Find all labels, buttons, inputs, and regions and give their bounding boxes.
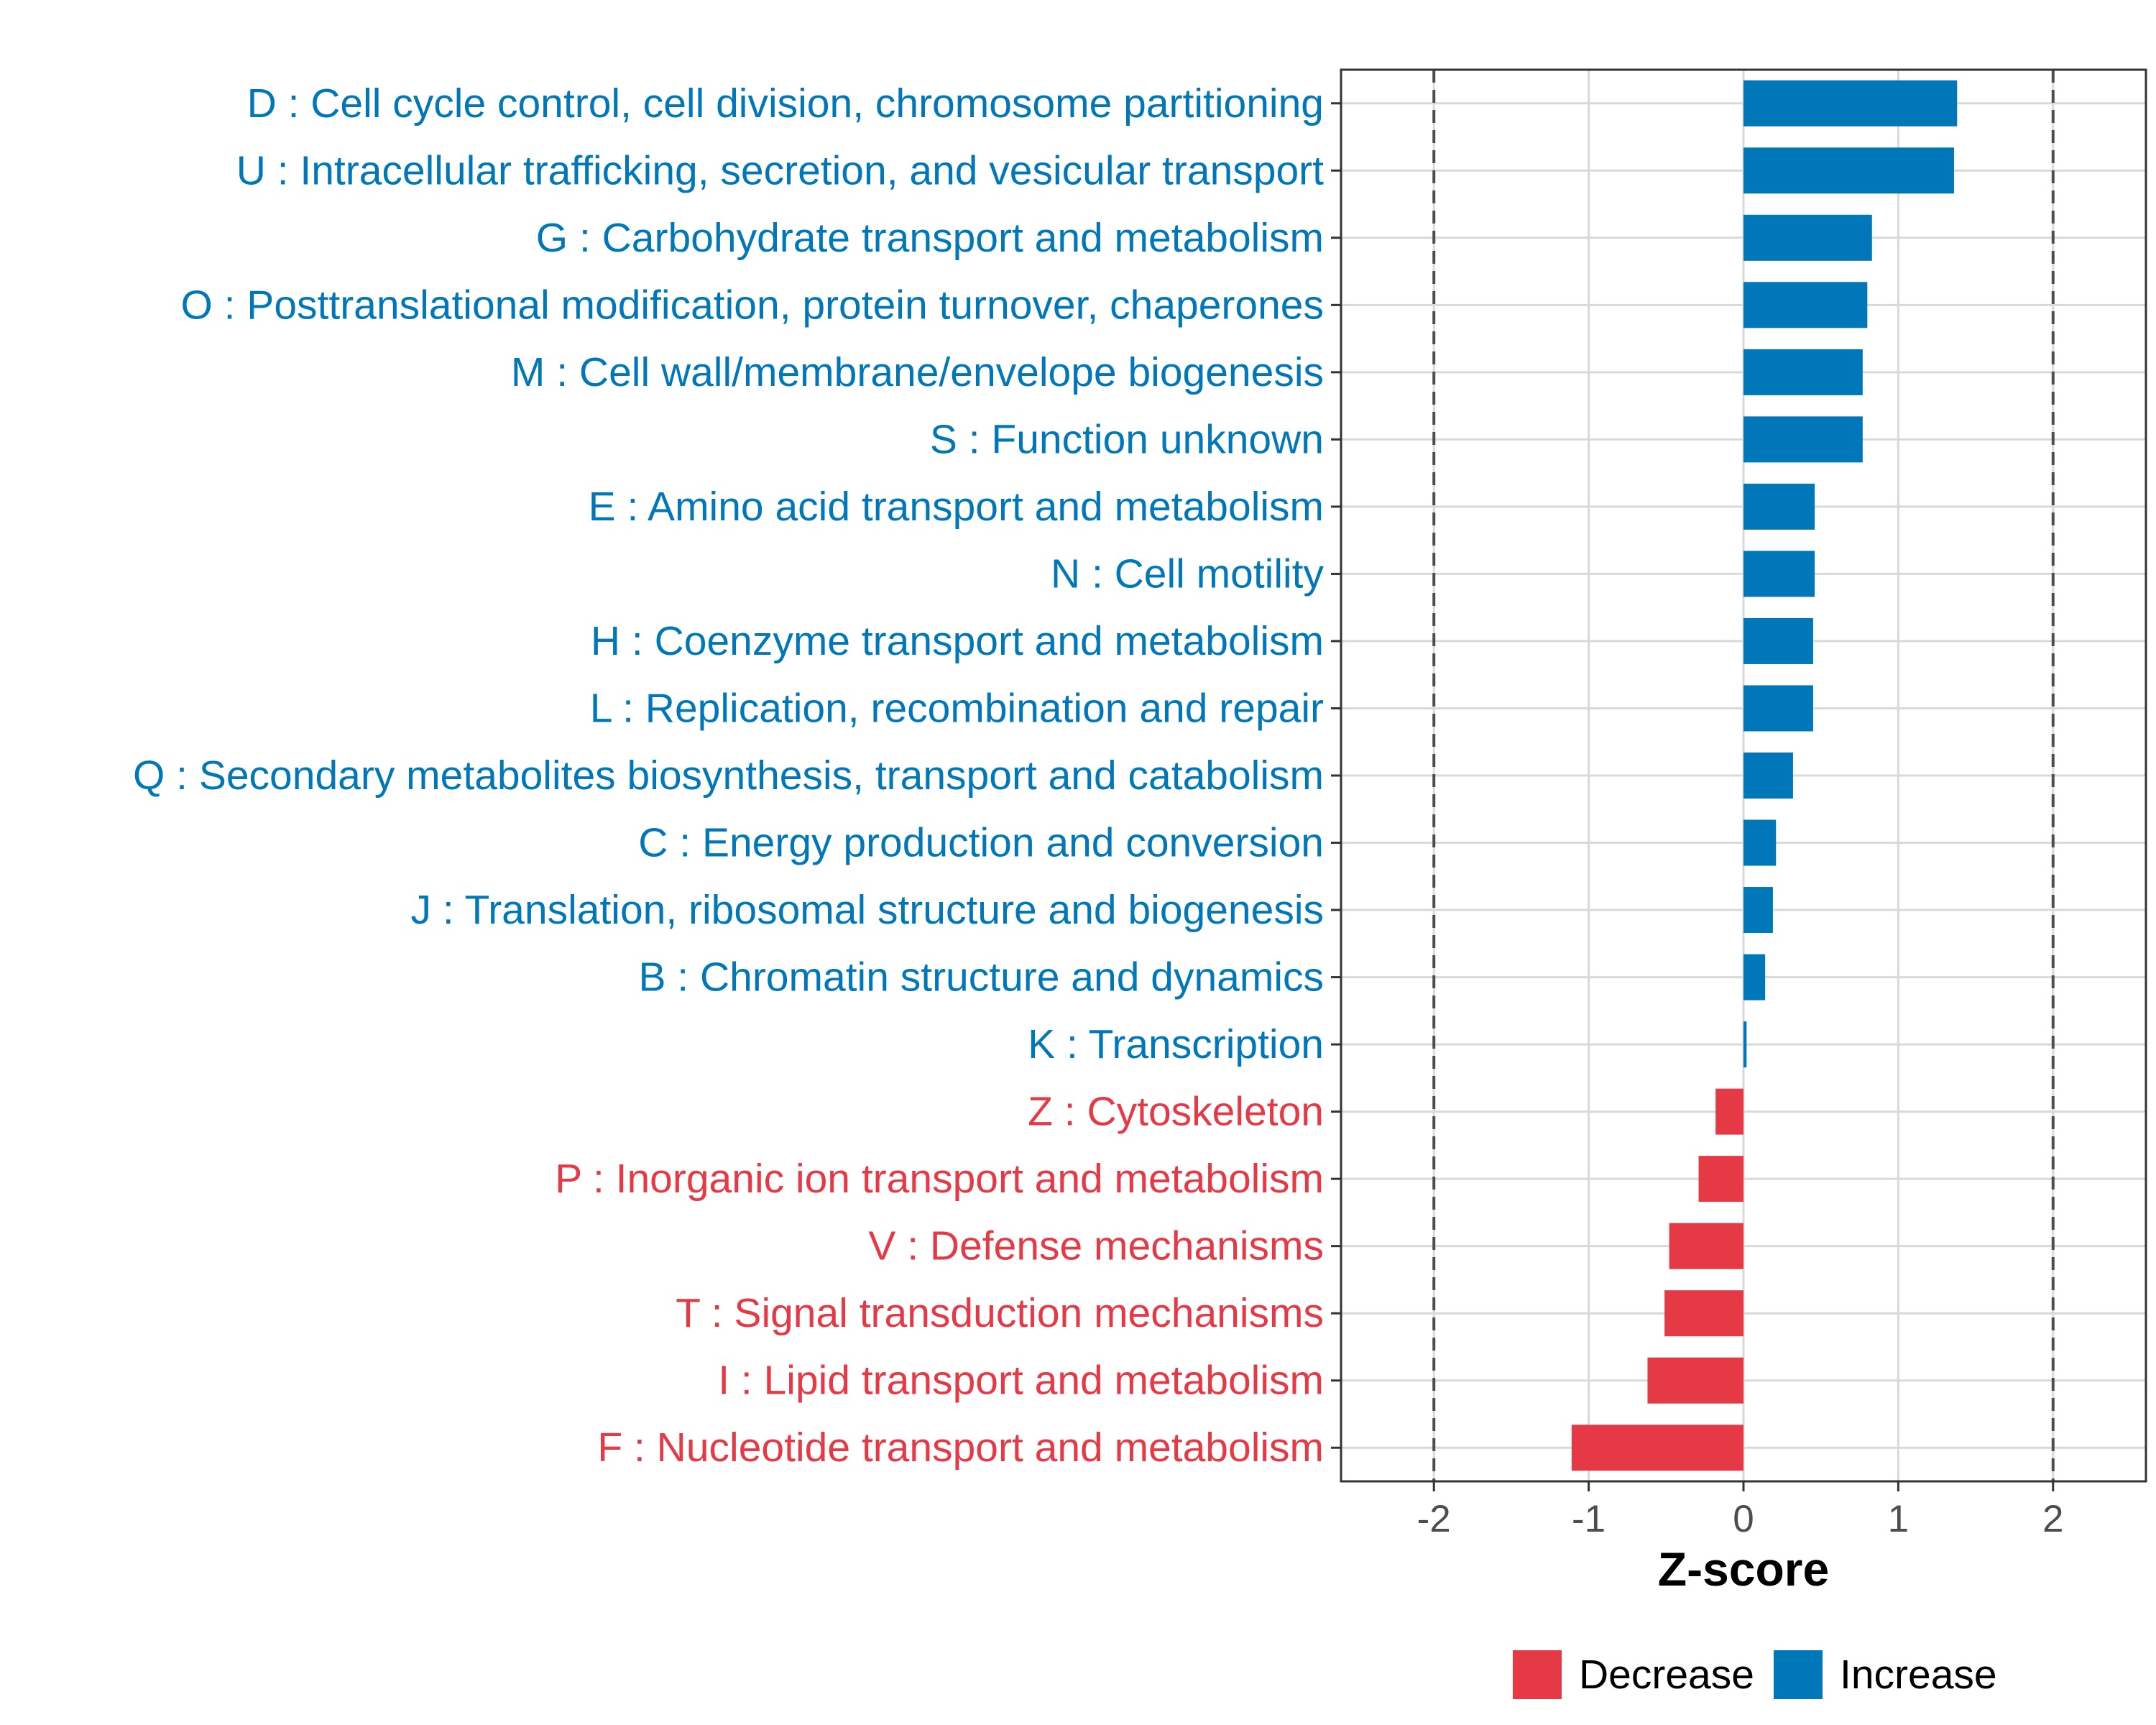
legend-label-increase: Increase [1840, 1652, 1997, 1698]
legend-swatch-increase [1774, 1650, 1823, 1699]
bar-11 [1743, 819, 1777, 866]
bar-16 [1698, 1156, 1743, 1202]
bar-7 [1743, 551, 1815, 597]
category-label-15: Z : Cytoskeleton [1028, 1089, 1324, 1135]
category-label-12: J : Translation, ribosomal structure and… [411, 887, 1324, 933]
bar-17 [1669, 1223, 1743, 1269]
category-label-19: I : Lipid transport and metabolism [718, 1358, 1324, 1404]
category-label-17: V : Defense mechanisms [868, 1223, 1324, 1269]
bar-1 [1743, 147, 1954, 194]
category-label-16: P : Inorganic ion transport and metaboli… [555, 1156, 1324, 1202]
category-labels: D : Cell cycle control, cell division, c… [133, 80, 1325, 1471]
category-label-4: M : Cell wall/membrane/envelope biogenes… [511, 349, 1324, 395]
category-label-13: B : Chromatin structure and dynamics [638, 954, 1324, 1000]
bar-3 [1743, 282, 1868, 328]
bar-0 [1743, 80, 1958, 126]
legend-label-decrease: Decrease [1579, 1652, 1754, 1698]
bar-18 [1664, 1290, 1743, 1337]
category-label-14: K : Transcription [1028, 1021, 1324, 1067]
x-tick-label-4: 2 [2042, 1498, 2063, 1540]
bar-layer [1571, 80, 1958, 1471]
bar-19 [1647, 1357, 1743, 1404]
x-tick-label-3: 1 [1888, 1498, 1909, 1540]
category-label-6: E : Amino acid transport and metabolism [589, 484, 1324, 530]
legend: Decrease Increase [1513, 1650, 1997, 1699]
category-label-3: O : Posttranslational modification, prot… [180, 282, 1324, 328]
reference-lines [1432, 70, 2055, 1481]
category-label-1: U : Intracellular trafficking, secretion… [236, 147, 1324, 193]
bar-13 [1743, 954, 1766, 1000]
x-tick-label-2: 0 [1733, 1498, 1754, 1540]
bar-5 [1743, 416, 1863, 463]
bar-4 [1743, 349, 1863, 395]
x-ticks: -2 -1 0 1 2 [1417, 1481, 2064, 1540]
y-ticks [1331, 102, 1341, 1449]
category-label-10: Q : Secondary metabolites biosynthesis, … [133, 753, 1324, 799]
bar-20 [1571, 1425, 1743, 1471]
category-label-7: N : Cell motility [1051, 551, 1325, 597]
bar-15 [1715, 1088, 1743, 1135]
bar-2 [1743, 214, 1872, 261]
x-axis-title: Z-score [1658, 1542, 1829, 1596]
bar-10 [1743, 753, 1793, 799]
bar-12 [1743, 887, 1773, 934]
category-label-11: C : Energy production and conversion [638, 820, 1324, 866]
category-label-2: G : Carbohydrate transport and metabolis… [536, 215, 1324, 261]
bar-9 [1743, 685, 1813, 732]
category-label-20: F : Nucleotide transport and metabolism [597, 1425, 1324, 1471]
category-label-9: L : Replication, recombination and repai… [590, 685, 1324, 731]
category-label-0: D : Cell cycle control, cell division, c… [247, 80, 1324, 126]
x-tick-label-1: -1 [1572, 1498, 1606, 1540]
bar-6 [1743, 483, 1815, 530]
bar-8 [1743, 617, 1813, 664]
x-tick-label-0: -2 [1417, 1498, 1451, 1540]
legend-swatch-decrease [1513, 1650, 1562, 1699]
category-label-5: S : Function unknown [930, 416, 1324, 462]
category-label-8: H : Coenzyme transport and metabolism [591, 618, 1324, 664]
category-label-18: T : Signal transduction mechanisms [676, 1290, 1324, 1336]
bar-14 [1743, 1021, 1747, 1068]
